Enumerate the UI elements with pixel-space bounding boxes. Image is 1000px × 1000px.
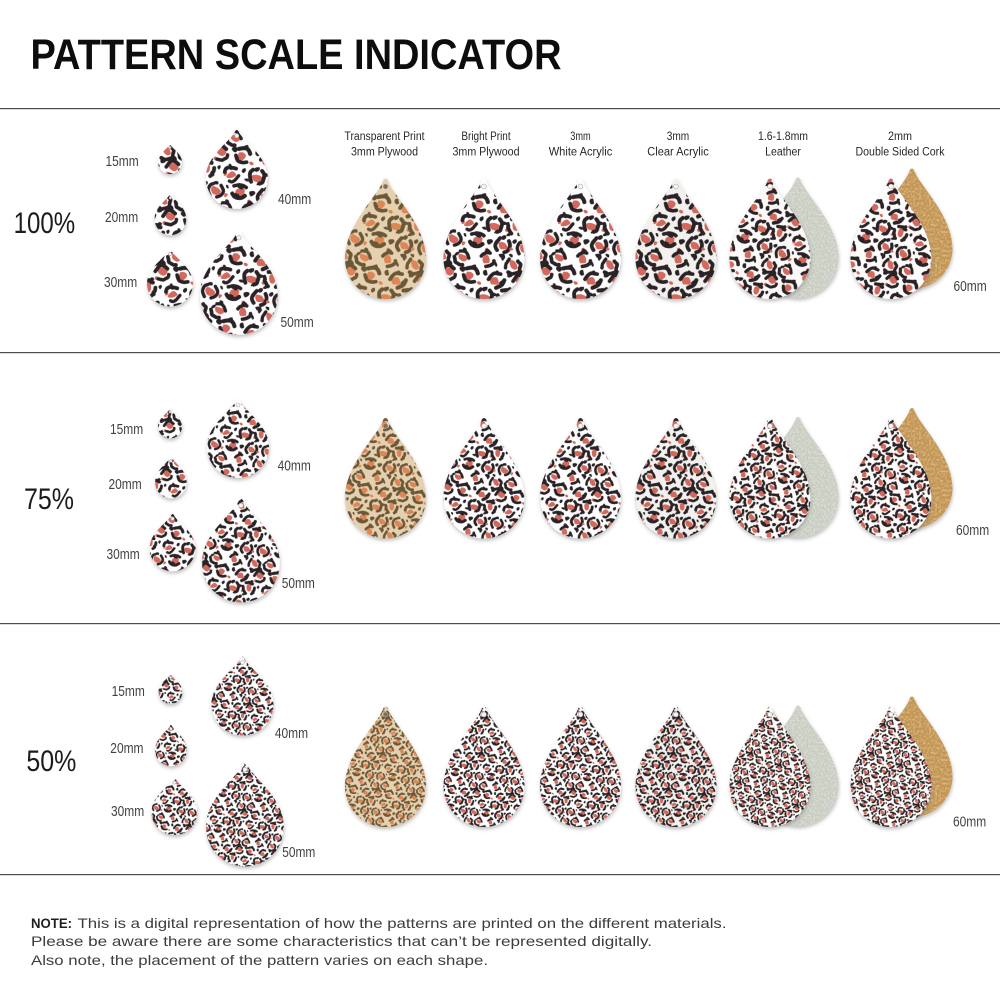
svg-text:Leather: Leather [765,147,801,159]
svg-text:Transparent Print: Transparent Print [345,131,426,143]
svg-text:15mm: 15mm [106,154,139,170]
svg-text:30mm: 30mm [104,275,137,291]
svg-text:60mm: 60mm [953,815,986,831]
svg-text:White Acrylic: White Acrylic [549,147,613,159]
svg-text:3mm Plywood: 3mm Plywood [351,147,418,159]
svg-text:1.6-1.8mm: 1.6-1.8mm [758,131,808,143]
svg-text:100%: 100% [14,207,76,240]
svg-text:75%: 75% [24,483,74,516]
svg-text:15mm: 15mm [112,684,145,700]
svg-text:Please be aware there are some: Please be aware there are some character… [31,933,652,949]
svg-text:This is a digital representati: This is a digital representation of how … [78,915,727,931]
svg-text:Also note, the placement of th: Also note, the placement of the pattern … [31,952,488,968]
svg-text:Bright Print: Bright Print [461,131,511,143]
svg-text:Double Sided Cork: Double Sided Cork [856,147,945,159]
svg-text:60mm: 60mm [954,279,987,295]
svg-text:30mm: 30mm [107,547,140,563]
svg-text:50mm: 50mm [282,576,315,592]
svg-text:40mm: 40mm [275,726,308,742]
svg-text:40mm: 40mm [278,192,311,208]
svg-text:3mm: 3mm [667,131,690,143]
svg-text:3mm Plywood: 3mm Plywood [453,147,520,159]
svg-text:20mm: 20mm [105,210,138,226]
svg-text:NOTE:: NOTE: [31,915,72,931]
svg-text:20mm: 20mm [110,741,143,757]
svg-text:50mm: 50mm [282,845,315,861]
svg-text:50%: 50% [26,745,76,778]
svg-text:50mm: 50mm [281,315,314,331]
svg-text:60mm: 60mm [956,523,989,539]
svg-text:PATTERN SCALE INDICATOR: PATTERN SCALE INDICATOR [31,31,562,79]
svg-text:20mm: 20mm [109,477,142,493]
svg-text:3mm: 3mm [570,131,590,143]
svg-text:2mm: 2mm [888,131,912,143]
svg-text:15mm: 15mm [110,422,143,438]
svg-text:30mm: 30mm [111,804,144,820]
svg-text:Clear Acrylic: Clear Acrylic [647,147,709,159]
svg-text:40mm: 40mm [278,459,311,475]
